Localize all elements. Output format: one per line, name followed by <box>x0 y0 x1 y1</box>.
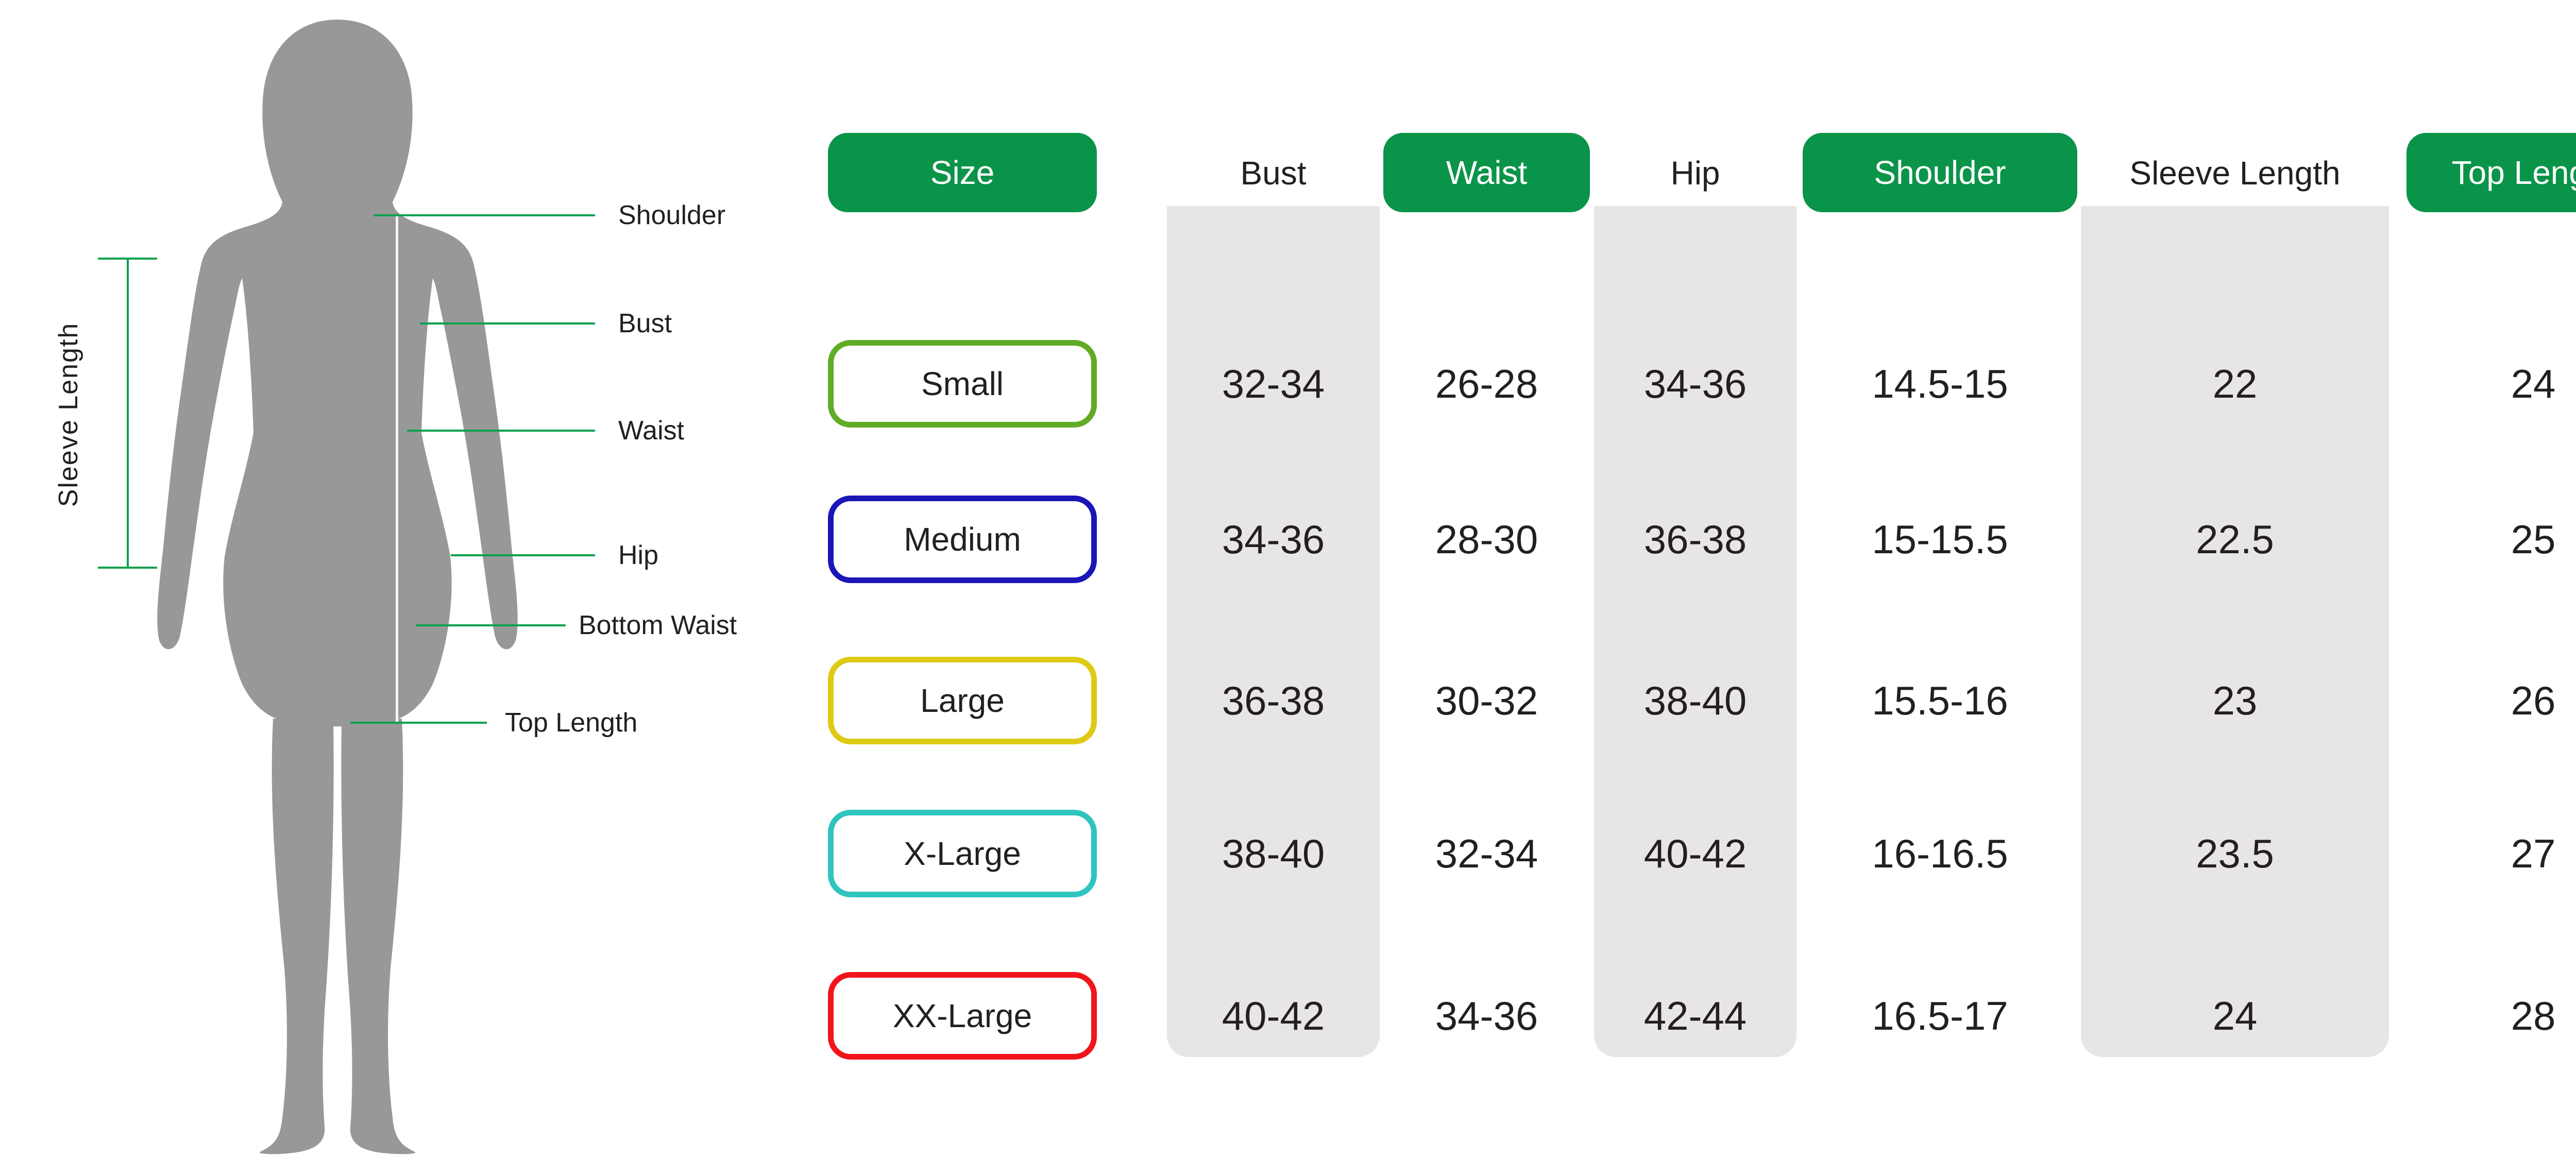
cell-large-hip: 38-40 <box>1643 677 1747 723</box>
cell-small-bust: 32-34 <box>1222 361 1325 406</box>
sleeve-length-column-stripe <box>2081 206 2389 1057</box>
shoulder-label: Shoulder <box>618 200 726 230</box>
cell-large-waist: 30-32 <box>1435 677 1538 723</box>
cell-x-large-top-length: 27 <box>2511 830 2556 876</box>
size-button-xx-large[interactable]: XX-Large <box>828 972 1097 1060</box>
sleeve-length-bracket <box>127 259 129 568</box>
header-waist: Waist <box>1383 133 1590 212</box>
top-length-line <box>350 722 487 724</box>
cell-x-large-shoulder: 16-16.5 <box>1872 830 2008 876</box>
silhouette-left-leg <box>259 719 334 1154</box>
cell-medium-shoulder: 15-15.5 <box>1872 516 2008 562</box>
hip-line <box>451 554 595 556</box>
bottom-waist-label: Bottom Waist <box>579 610 737 640</box>
header-size: Size <box>828 133 1097 212</box>
header-bust: Bust <box>1240 155 1307 192</box>
header-top-length: Top Length <box>2406 133 2576 212</box>
cell-xx-large-hip: 42-44 <box>1643 993 1747 1038</box>
cell-xx-large-sleeve-length: 24 <box>2212 993 2258 1038</box>
bottom-waist-line <box>416 624 566 626</box>
cell-large-top-length: 26 <box>2511 677 2556 723</box>
cell-x-large-waist: 32-34 <box>1435 830 1538 876</box>
shoulder-line <box>374 214 595 216</box>
female-silhouette <box>157 20 518 1154</box>
cell-small-hip: 34-36 <box>1643 361 1747 406</box>
size-button-large[interactable]: Large <box>828 657 1097 744</box>
cell-medium-sleeve-length: 22.5 <box>2196 516 2274 562</box>
header-sleeve-length: Sleeve Length <box>2129 155 2341 192</box>
cell-medium-top-length: 25 <box>2511 516 2556 562</box>
waist-label: Waist <box>618 416 685 446</box>
cell-large-sleeve-length: 23 <box>2212 677 2258 723</box>
waist-line <box>407 430 595 432</box>
cell-xx-large-shoulder: 16.5-17 <box>1872 993 2008 1038</box>
bust-label: Bust <box>618 309 672 338</box>
bust-line <box>420 322 595 325</box>
cell-x-large-hip: 40-42 <box>1643 830 1747 876</box>
cell-xx-large-waist: 34-36 <box>1435 993 1538 1038</box>
silhouette-right-leg <box>341 719 416 1154</box>
cell-small-waist: 26-28 <box>1435 361 1538 406</box>
hip-label: Hip <box>618 540 659 570</box>
header-shoulder: Shoulder <box>1803 133 2077 212</box>
cell-large-bust: 36-38 <box>1222 677 1325 723</box>
cell-medium-hip: 36-38 <box>1643 516 1747 562</box>
sleeve-top-tick <box>98 258 157 260</box>
top-length-label: Top Length <box>505 708 638 738</box>
bust-column-stripe <box>1167 206 1380 1057</box>
hip-column-stripe <box>1594 206 1797 1057</box>
size-button-medium[interactable]: Medium <box>828 496 1097 583</box>
cell-small-top-length: 24 <box>2511 361 2556 406</box>
size-button-small[interactable]: Small <box>828 340 1097 428</box>
sleeve-bottom-tick <box>98 567 157 569</box>
cell-x-large-bust: 38-40 <box>1222 830 1325 876</box>
cell-small-sleeve-length: 22 <box>2212 361 2258 406</box>
size-button-x-large[interactable]: X-Large <box>828 810 1097 897</box>
cell-medium-waist: 28-30 <box>1435 516 1538 562</box>
sleeve-length-label: Sleeve Length <box>54 322 83 507</box>
center-measure-line <box>396 215 398 723</box>
cell-large-shoulder: 15.5-16 <box>1872 677 2008 723</box>
cell-medium-bust: 34-36 <box>1222 516 1325 562</box>
cell-xx-large-bust: 40-42 <box>1222 993 1325 1038</box>
cell-xx-large-top-length: 28 <box>2511 993 2556 1038</box>
cell-small-shoulder: 14.5-15 <box>1872 361 2008 406</box>
silhouette-body <box>157 20 518 727</box>
cell-x-large-sleeve-length: 23.5 <box>2196 830 2274 876</box>
header-hip: Hip <box>1670 155 1720 192</box>
